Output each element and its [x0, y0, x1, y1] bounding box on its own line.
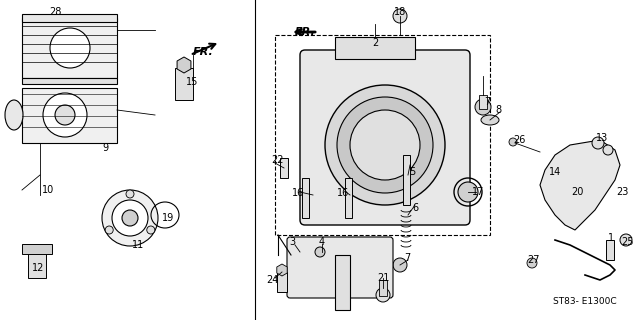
Polygon shape [540, 140, 620, 230]
Circle shape [509, 138, 517, 146]
Circle shape [603, 145, 613, 155]
Text: 23: 23 [616, 187, 628, 197]
Text: 26: 26 [513, 135, 525, 145]
Bar [335, 255, 350, 310]
Text: 1: 1 [608, 233, 614, 243]
Text: 14: 14 [549, 167, 561, 177]
Circle shape [122, 210, 138, 226]
Circle shape [105, 226, 113, 234]
Text: 19: 19 [162, 213, 174, 223]
Text: 9: 9 [102, 143, 108, 153]
Circle shape [620, 234, 632, 246]
Text: 16: 16 [337, 188, 349, 198]
Bar [302, 178, 309, 218]
Text: 6: 6 [412, 203, 418, 213]
Text: ST83- E1300C: ST83- E1300C [553, 298, 617, 307]
Text: 21: 21 [377, 273, 389, 283]
Text: FR.: FR. [193, 47, 214, 57]
Text: 3: 3 [289, 237, 295, 247]
Bar [275, 35, 490, 235]
Text: 11: 11 [132, 240, 144, 250]
Bar [335, 37, 415, 59]
Circle shape [147, 226, 155, 234]
Bar [479, 95, 487, 109]
Text: 16: 16 [292, 188, 304, 198]
Circle shape [475, 99, 491, 115]
Circle shape [350, 110, 420, 180]
Circle shape [337, 97, 433, 193]
Bar [22, 78, 117, 84]
Circle shape [55, 105, 75, 125]
Circle shape [112, 200, 148, 236]
Text: 22: 22 [272, 155, 284, 165]
Bar [280, 158, 288, 178]
FancyBboxPatch shape [287, 237, 393, 298]
Text: 7: 7 [484, 97, 490, 107]
Text: 24: 24 [266, 275, 278, 285]
Bar [175, 68, 193, 100]
Ellipse shape [5, 100, 23, 130]
Bar [403, 155, 410, 205]
Bar [277, 272, 287, 292]
Text: 17: 17 [472, 187, 484, 197]
Circle shape [126, 190, 134, 198]
Bar [606, 240, 614, 260]
Circle shape [50, 28, 90, 68]
Text: 13: 13 [596, 133, 608, 143]
Text: FR.: FR. [295, 27, 316, 37]
Text: 15: 15 [186, 77, 198, 87]
Text: 25: 25 [622, 237, 634, 247]
Circle shape [315, 247, 325, 257]
Circle shape [393, 258, 407, 272]
Text: 12: 12 [32, 263, 44, 273]
Text: 4: 4 [319, 237, 325, 247]
Text: 2: 2 [372, 38, 378, 48]
Text: 8: 8 [495, 105, 501, 115]
Text: 28: 28 [49, 7, 61, 17]
Bar [28, 248, 46, 278]
Text: 18: 18 [394, 7, 406, 17]
Circle shape [592, 137, 604, 149]
Circle shape [376, 288, 390, 302]
Bar [22, 244, 52, 254]
Circle shape [325, 85, 445, 205]
Bar [22, 88, 117, 143]
Circle shape [102, 190, 158, 246]
Bar [22, 18, 117, 78]
Text: 5: 5 [409, 167, 415, 177]
Circle shape [393, 9, 407, 23]
Text: 27: 27 [527, 255, 540, 265]
Text: 10: 10 [42, 185, 54, 195]
Ellipse shape [481, 115, 499, 125]
Circle shape [43, 93, 87, 137]
FancyBboxPatch shape [300, 50, 470, 225]
Text: 20: 20 [571, 187, 583, 197]
Text: 7: 7 [404, 253, 410, 263]
Bar [379, 280, 387, 296]
Circle shape [527, 258, 537, 268]
Bar [345, 178, 352, 218]
Ellipse shape [458, 182, 478, 202]
Bar [22, 14, 117, 22]
